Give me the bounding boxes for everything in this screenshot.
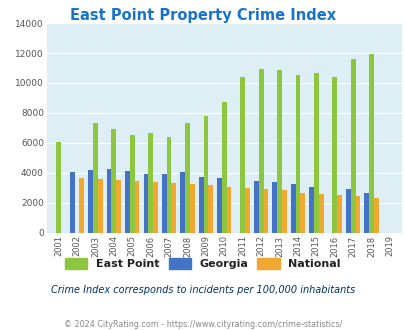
Bar [295, 76, 300, 233]
Bar [277, 70, 281, 233]
Bar [226, 187, 231, 233]
Bar [190, 183, 194, 233]
Bar [134, 181, 139, 233]
Bar [364, 193, 368, 233]
Bar [332, 77, 336, 233]
Bar [153, 182, 158, 233]
Bar [318, 194, 323, 233]
Text: Crime Index corresponds to incidents per 100,000 inhabitants: Crime Index corresponds to incidents per… [51, 285, 354, 295]
Bar [93, 123, 98, 233]
Bar [162, 174, 166, 233]
Bar [111, 129, 116, 233]
Bar [336, 195, 341, 233]
Bar [245, 188, 249, 233]
Bar [56, 142, 61, 233]
Bar [281, 190, 286, 233]
Bar [180, 172, 185, 233]
Bar [290, 184, 295, 233]
Bar [345, 189, 350, 233]
Bar [368, 54, 373, 233]
Bar [185, 123, 190, 233]
Bar [258, 69, 263, 233]
Bar [143, 174, 148, 233]
Bar [98, 179, 102, 233]
Bar [272, 182, 277, 233]
Bar [116, 180, 121, 233]
Bar [70, 173, 75, 233]
Bar [373, 198, 378, 233]
Bar [130, 135, 134, 233]
Bar [350, 59, 355, 233]
Bar [309, 187, 313, 233]
Text: East Point Property Crime Index: East Point Property Crime Index [70, 8, 335, 23]
Bar [240, 77, 245, 233]
Bar [166, 137, 171, 233]
Bar [313, 73, 318, 233]
Bar [171, 183, 176, 233]
Text: © 2024 CityRating.com - https://www.cityrating.com/crime-statistics/: © 2024 CityRating.com - https://www.city… [64, 320, 341, 329]
Bar [203, 116, 208, 233]
Bar [217, 179, 222, 233]
Bar [107, 170, 111, 233]
Bar [148, 133, 153, 233]
Bar [198, 177, 203, 233]
Bar [253, 181, 258, 233]
Bar [222, 102, 226, 233]
Bar [79, 178, 84, 233]
Bar [263, 189, 268, 233]
Bar [88, 170, 93, 233]
Bar [208, 185, 213, 233]
Bar [125, 171, 130, 233]
Legend: East Point, Georgia, National: East Point, Georgia, National [62, 255, 343, 273]
Bar [355, 196, 360, 233]
Bar [300, 192, 305, 233]
